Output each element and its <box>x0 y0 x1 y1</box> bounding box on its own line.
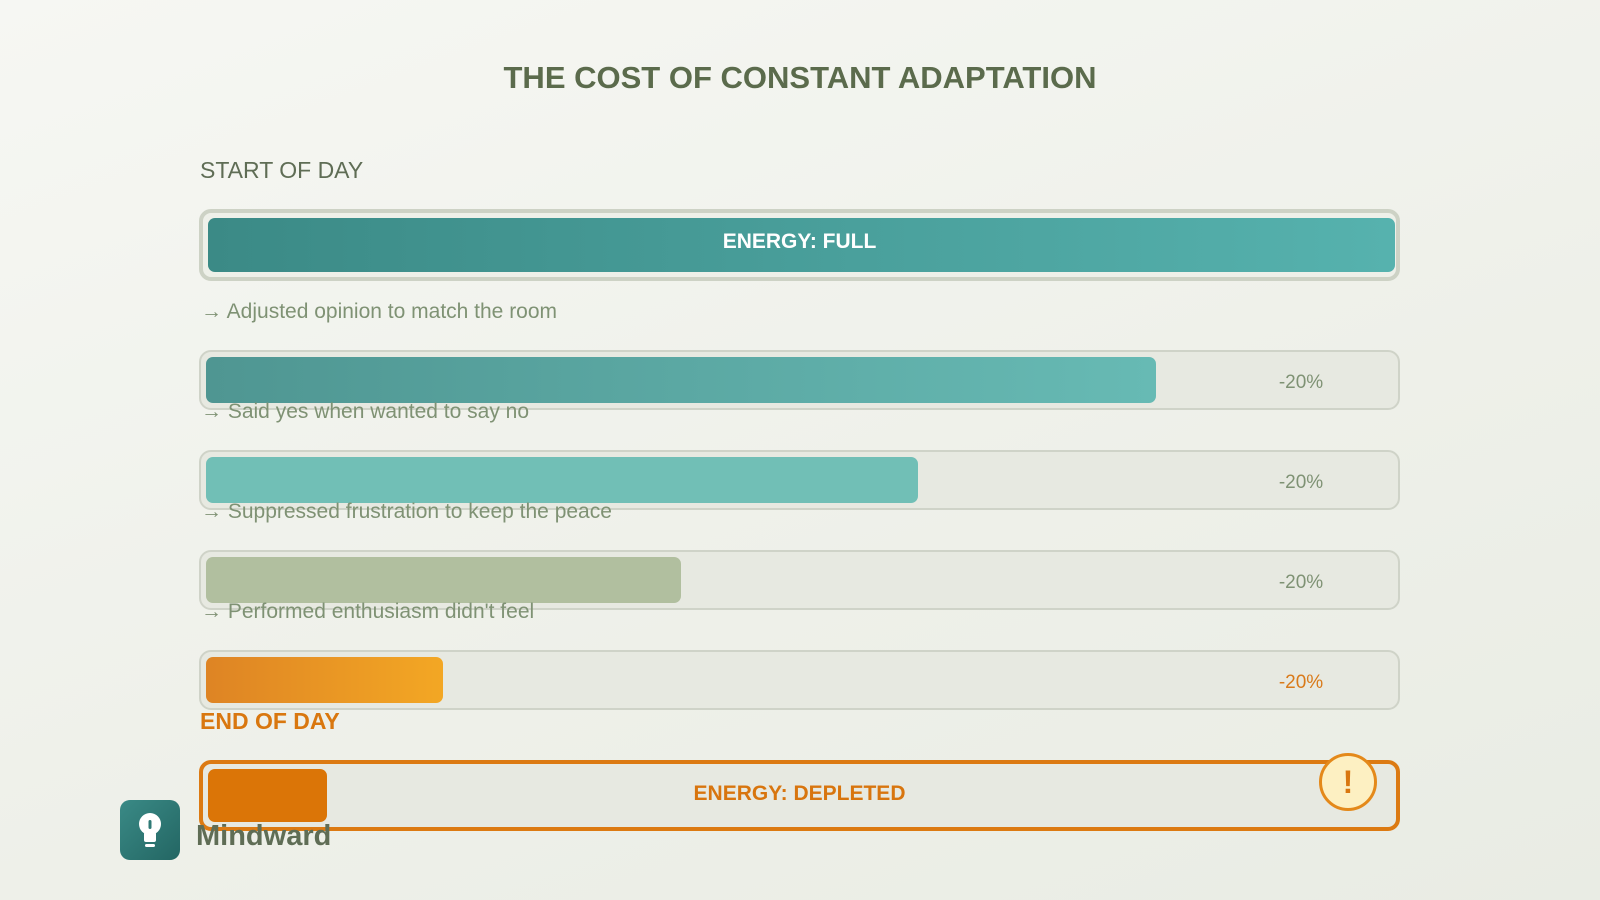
change-label: -20% <box>1278 472 1324 493</box>
step-bar: -20% <box>199 350 1400 410</box>
end-bar: ENERGY: DEPLETED <box>199 760 1400 831</box>
action-label: → Suppressed frustration to keep the pea… <box>201 500 612 523</box>
bar-fill <box>206 457 919 503</box>
bar-text: ENERGY: DEPLETED <box>693 782 906 805</box>
step-bar: -20% <box>199 650 1400 710</box>
bar-fill <box>206 657 444 703</box>
bar-text: ENERGY: FULL <box>722 230 877 253</box>
bar-fill <box>206 357 1156 403</box>
title: THE COST OF CONSTANT ADAPTATION <box>503 60 1097 95</box>
bar-fill <box>206 557 681 603</box>
change-label: -20% <box>1278 572 1324 593</box>
action-label: → Said yes when wanted to say no <box>201 400 530 423</box>
action-label: → Adjusted opinion to match the room <box>201 300 558 323</box>
step-bar: -20% <box>199 450 1400 510</box>
logo-icon <box>120 800 180 860</box>
start-bar: ENERGY: FULL <box>199 209 1400 281</box>
change-label: -20% <box>1278 672 1324 693</box>
end-label: END OF DAY <box>200 708 340 734</box>
action-label: → Performed enthusiasm didn't feel <box>201 600 535 623</box>
bulb <box>139 813 161 847</box>
brand: Mindward <box>196 820 332 852</box>
start-label: START OF DAY <box>200 157 364 183</box>
bar-fill <box>208 769 327 822</box>
bar-fill <box>208 218 1395 272</box>
alert-icon: ! <box>1319 753 1377 811</box>
step-bar: -20% <box>199 550 1400 610</box>
change-label: -20% <box>1278 372 1324 393</box>
